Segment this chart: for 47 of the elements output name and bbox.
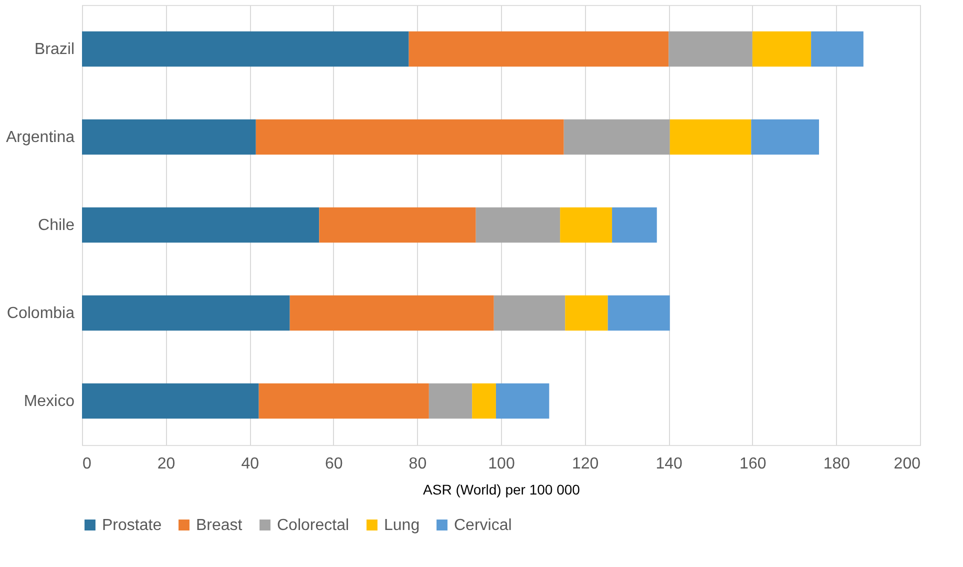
- x-tick-label: 160: [740, 456, 766, 472]
- bar: [564, 119, 670, 155]
- bar: [811, 31, 864, 67]
- bar: [82, 295, 290, 331]
- x-tick-label: 60: [325, 456, 343, 472]
- bar: [256, 119, 564, 155]
- y-tick-label: Brazil: [34, 41, 74, 58]
- legend-label: Lung: [384, 517, 420, 534]
- bar: [82, 31, 409, 67]
- x-tick-label: 80: [408, 456, 427, 472]
- x-tick-label: 100: [488, 456, 515, 472]
- bar: [476, 207, 560, 243]
- bar: [290, 295, 494, 331]
- bar: [560, 207, 612, 243]
- bar: [319, 207, 476, 243]
- bar: [472, 383, 496, 419]
- bar: [258, 383, 429, 419]
- bar: [82, 207, 320, 243]
- bar: [494, 295, 566, 331]
- bar: [428, 383, 472, 419]
- bar: [751, 119, 820, 155]
- x-tick-label: 40: [241, 456, 260, 472]
- y-tick-label: Colombia: [6, 305, 75, 322]
- bar: [752, 31, 812, 67]
- x-tick-label: 180: [823, 456, 850, 472]
- x-tick-label: 200: [894, 456, 921, 472]
- bar: [408, 31, 669, 67]
- bar: [608, 295, 670, 331]
- x-tick-label: 140: [656, 456, 683, 472]
- bar: [496, 383, 550, 419]
- bar: [612, 207, 657, 243]
- y-tick-label: Mexico: [24, 393, 75, 410]
- bar: [565, 295, 608, 331]
- x-tick-label: 20: [157, 456, 176, 472]
- bar: [82, 383, 259, 419]
- legend-label: Prostate: [102, 517, 162, 534]
- legend-label: Colorectal: [277, 517, 350, 534]
- legend-label: Breast: [196, 517, 243, 534]
- bar: [82, 119, 256, 155]
- bar: [670, 119, 752, 155]
- y-tick-label: Argentina: [6, 129, 75, 146]
- bar: [668, 31, 752, 67]
- x-axis-title: ASR (World) per 100 000: [423, 482, 580, 498]
- x-tick-label: 120: [572, 456, 599, 472]
- legend-label: Cervical: [454, 517, 512, 534]
- x-tick-label: 0: [82, 456, 92, 472]
- y-tick-label: Chile: [38, 217, 75, 234]
